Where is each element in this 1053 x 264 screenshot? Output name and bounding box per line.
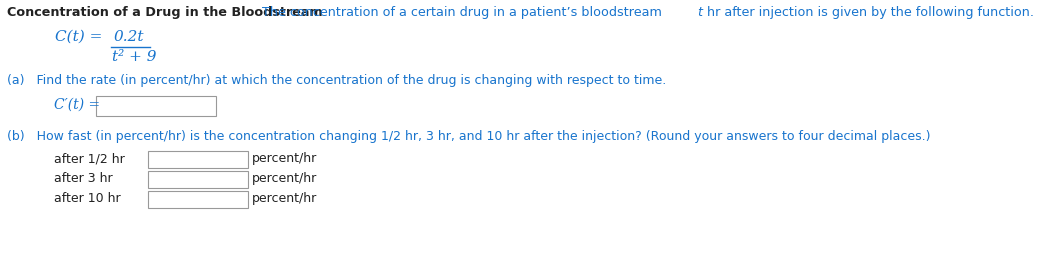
Text: t: t <box>697 6 702 19</box>
Text: after 1/2 hr: after 1/2 hr <box>54 152 124 165</box>
Text: percent/hr: percent/hr <box>252 192 317 205</box>
Bar <box>148 171 249 188</box>
Text: C(t) =: C(t) = <box>55 30 102 44</box>
Text: Concentration of a Drug in the Bloodstream: Concentration of a Drug in the Bloodstre… <box>7 6 322 19</box>
Text: t² + 9: t² + 9 <box>112 50 157 64</box>
Text: percent/hr: percent/hr <box>252 172 317 185</box>
Text: hr after injection is given by the following function.: hr after injection is given by the follo… <box>703 6 1034 19</box>
Text: (b)   How fast (in percent/hr) is the concentration changing 1/2 hr, 3 hr, and 1: (b) How fast (in percent/hr) is the conc… <box>7 130 931 143</box>
Text: 0.2t: 0.2t <box>114 30 144 44</box>
Bar <box>148 151 249 168</box>
Text: after 10 hr: after 10 hr <box>54 192 121 205</box>
Text: The concentration of a certain drug in a patient’s bloodstream: The concentration of a certain drug in a… <box>254 6 665 19</box>
Bar <box>96 96 216 116</box>
Text: C′(t) =: C′(t) = <box>54 98 100 112</box>
Text: percent/hr: percent/hr <box>252 152 317 165</box>
Text: after 3 hr: after 3 hr <box>54 172 113 185</box>
Text: (a)   Find the rate (in percent/hr) at which the concentration of the drug is ch: (a) Find the rate (in percent/hr) at whi… <box>7 74 667 87</box>
Bar <box>148 191 249 208</box>
